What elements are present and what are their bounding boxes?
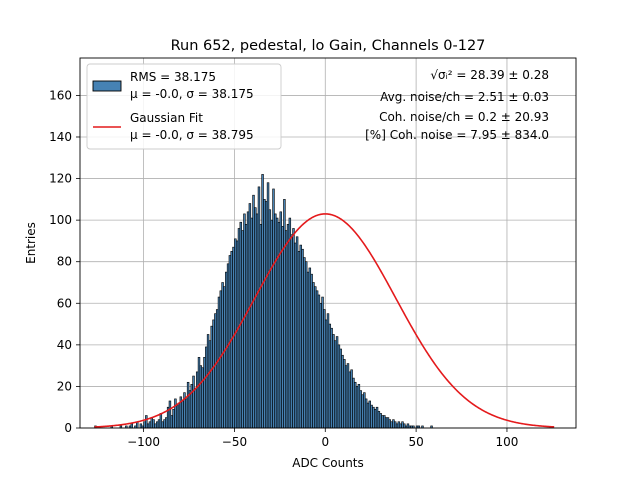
legend-fit-label: Gaussian Fit <box>130 111 203 125</box>
annotation-sigma-sum: √σᵢ² = 28.39 ± 0.28 <box>430 68 549 82</box>
legend-histogram-label: RMS = 38.175 <box>130 70 216 84</box>
legend-box <box>86 63 282 150</box>
y-tick-label: 40 <box>57 338 72 352</box>
chart-title: Run 652, pedestal, lo Gain, Channels 0-1… <box>171 38 486 54</box>
x-tick-label: −50 <box>222 435 247 449</box>
stats-annotations: √σᵢ² = 28.39 ± 0.28 Avg. noise/ch = 2.51… <box>365 68 549 142</box>
x-axis-label: ADC Counts <box>292 456 364 470</box>
histogram-bar <box>130 423 133 429</box>
y-tick-label: 100 <box>49 213 72 227</box>
legend-fit-stats: μ = -0.0, σ = 38.795 <box>130 128 254 142</box>
x-tick-label: 0 <box>321 435 329 449</box>
x-axis-ticks: −100 −50 0 50 100 <box>127 428 518 449</box>
y-tick-label: 120 <box>49 172 72 186</box>
legend-histogram-stats: μ = -0.0, σ = 38.175 <box>130 87 254 101</box>
gaussian-fit-line <box>94 213 555 428</box>
plot-frame <box>79 57 577 429</box>
y-tick-label: 0 <box>64 421 72 435</box>
y-axis-label: Entries <box>24 222 38 264</box>
legend-histogram-swatch <box>92 80 122 92</box>
y-tick-label: 20 <box>57 379 72 393</box>
annotation-coh-noise: Coh. noise/ch = 0.2 ± 20.93 <box>379 110 549 124</box>
y-axis-ticks: 0 20 40 60 80 100 120 140 160 <box>49 88 80 435</box>
y-tick-label: 80 <box>57 255 72 269</box>
y-tick-label: 160 <box>49 88 72 102</box>
y-tick-label: 60 <box>57 296 72 310</box>
grid-lines <box>80 58 576 429</box>
annotation-coh-noise-percent: [%] Coh. noise = 7.95 ± 834.0 <box>365 128 549 142</box>
y-tick-label: 140 <box>49 130 72 144</box>
x-tick-label: 50 <box>408 435 423 449</box>
legend: RMS = 38.175 μ = -0.0, σ = 38.175 Gaussi… <box>86 63 282 150</box>
x-tick-label: 100 <box>496 435 519 449</box>
x-tick-label: −100 <box>127 435 160 449</box>
annotation-avg-noise: Avg. noise/ch = 2.51 ± 0.03 <box>380 90 549 104</box>
